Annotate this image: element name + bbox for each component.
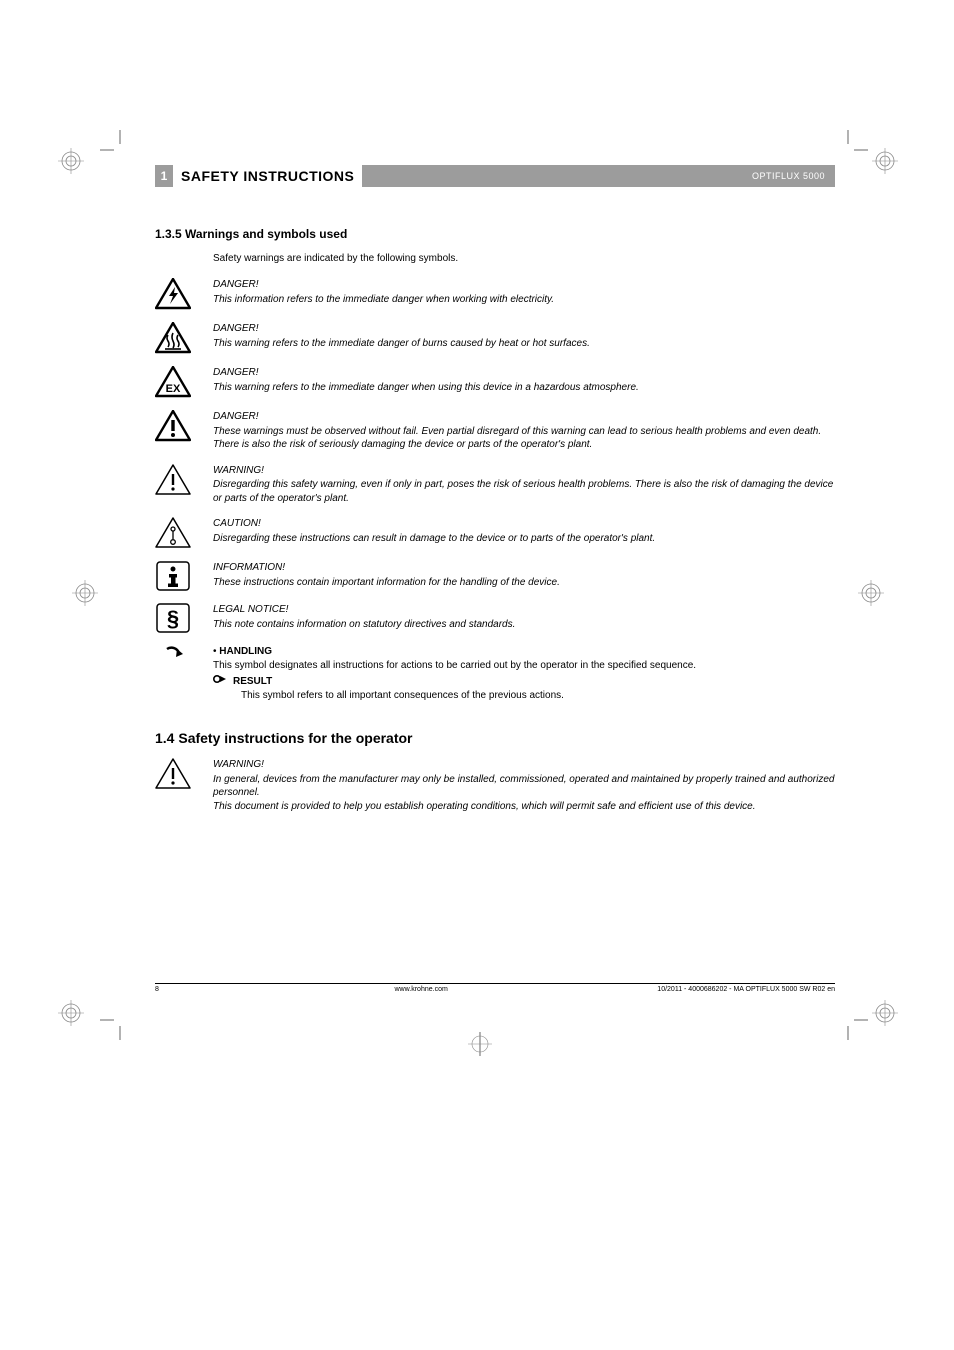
caution-icon — [155, 517, 191, 549]
svg-text:§: § — [167, 606, 179, 631]
result-label: RESULT — [233, 676, 272, 687]
chapter-number: 1 — [155, 165, 173, 187]
information-body: These instructions contain important inf… — [213, 576, 835, 590]
reg-target-br — [872, 1000, 898, 1026]
caution-block: CAUTION! Disregarding these instructions… — [155, 517, 835, 549]
reg-target-ml — [72, 580, 98, 606]
danger-ex-body: This warning refers to the immediate dan… — [213, 381, 835, 395]
handling-body: This symbol designates all instructions … — [213, 659, 835, 673]
information-block: INFORMATION! These instructions contain … — [155, 561, 835, 591]
caution-label: CAUTION! — [213, 517, 835, 531]
danger-electricity-label: DANGER! — [213, 278, 835, 292]
danger-heat-label: DANGER! — [213, 322, 835, 336]
danger-ex-label: DANGER! — [213, 366, 835, 380]
crop-mark-tr — [828, 130, 868, 170]
handling-icon — [155, 645, 191, 702]
legal-body: This note contains information on statut… — [213, 618, 835, 632]
danger-general-body: These warnings must be observed without … — [213, 425, 835, 452]
caution-body: Disregarding these instructions can resu… — [213, 532, 835, 546]
svg-text:EX: EX — [166, 383, 181, 395]
section-135-intro: Safety warnings are indicated by the fol… — [213, 253, 835, 264]
danger-heat-block: DANGER! This warning refers to the immed… — [155, 322, 835, 354]
section-135-title: 1.3.5 Warnings and symbols used — [155, 227, 835, 241]
danger-general-block: DANGER! These warnings must be observed … — [155, 410, 835, 452]
crop-mark-tl — [100, 130, 140, 170]
page-content: 1 SAFETY INSTRUCTIONS OPTIFLUX 5000 1.3.… — [155, 165, 835, 825]
danger-ex-block: EX DANGER! This warning refers to the im… — [155, 366, 835, 398]
legal-label: LEGAL NOTICE! — [213, 603, 835, 617]
crop-mark-bl — [100, 1000, 140, 1040]
result-arrow-icon — [213, 674, 227, 689]
warning-block: WARNING! Disregarding this safety warnin… — [155, 464, 835, 506]
footer-url: www.krohne.com — [185, 986, 657, 993]
page-footer: 8 www.krohne.com 10/2011 - 4000686202 - … — [155, 983, 835, 993]
product-name: OPTIFLUX 5000 — [742, 165, 835, 187]
operator-warning-label: WARNING! — [213, 758, 835, 772]
reg-target-bl — [58, 1000, 84, 1026]
legal-block: § LEGAL NOTICE! This note contains infor… — [155, 603, 835, 633]
result-body: This symbol refers to all important cons… — [213, 689, 835, 703]
danger-ex-icon: EX — [155, 366, 191, 398]
danger-electricity-block: DANGER! This information refers to the i… — [155, 278, 835, 310]
handling-block: • HANDLING This symbol designates all in… — [155, 645, 835, 702]
chapter-header: 1 SAFETY INSTRUCTIONS OPTIFLUX 5000 — [155, 165, 835, 187]
danger-electricity-body: This information refers to the immediate… — [213, 293, 835, 307]
header-spacer — [362, 165, 742, 187]
danger-general-icon — [155, 410, 191, 452]
danger-general-label: DANGER! — [213, 410, 835, 424]
operator-warning-block: WARNING! In general, devices from the ma… — [155, 758, 835, 813]
section-14-title: 1.4 Safety instructions for the operator — [155, 730, 835, 746]
warning-label: WARNING! — [213, 464, 835, 478]
reg-target-tr — [872, 148, 898, 174]
page-number: 8 — [155, 986, 185, 993]
danger-heat-icon — [155, 322, 191, 354]
crop-mark-bc — [460, 1024, 500, 1064]
information-label: INFORMATION! — [213, 561, 835, 575]
operator-warning-body1: In general, devices from the manufacture… — [213, 773, 835, 800]
crop-mark-br — [828, 1000, 868, 1040]
warning-body: Disregarding this safety warning, even i… — [213, 478, 835, 505]
handling-label: HANDLING — [219, 646, 272, 657]
reg-target-mr — [858, 580, 884, 606]
warning-icon — [155, 464, 191, 506]
danger-electricity-icon — [155, 278, 191, 310]
operator-warning-icon — [155, 758, 191, 813]
information-icon — [155, 561, 191, 591]
chapter-title: SAFETY INSTRUCTIONS — [173, 165, 362, 187]
footer-ref: 10/2011 - 4000686202 - MA OPTIFLUX 5000 … — [657, 986, 835, 993]
reg-target-tl — [58, 148, 84, 174]
danger-heat-body: This warning refers to the immediate dan… — [213, 337, 835, 351]
operator-warning-body2: This document is provided to help you es… — [213, 800, 835, 814]
legal-icon: § — [155, 603, 191, 633]
